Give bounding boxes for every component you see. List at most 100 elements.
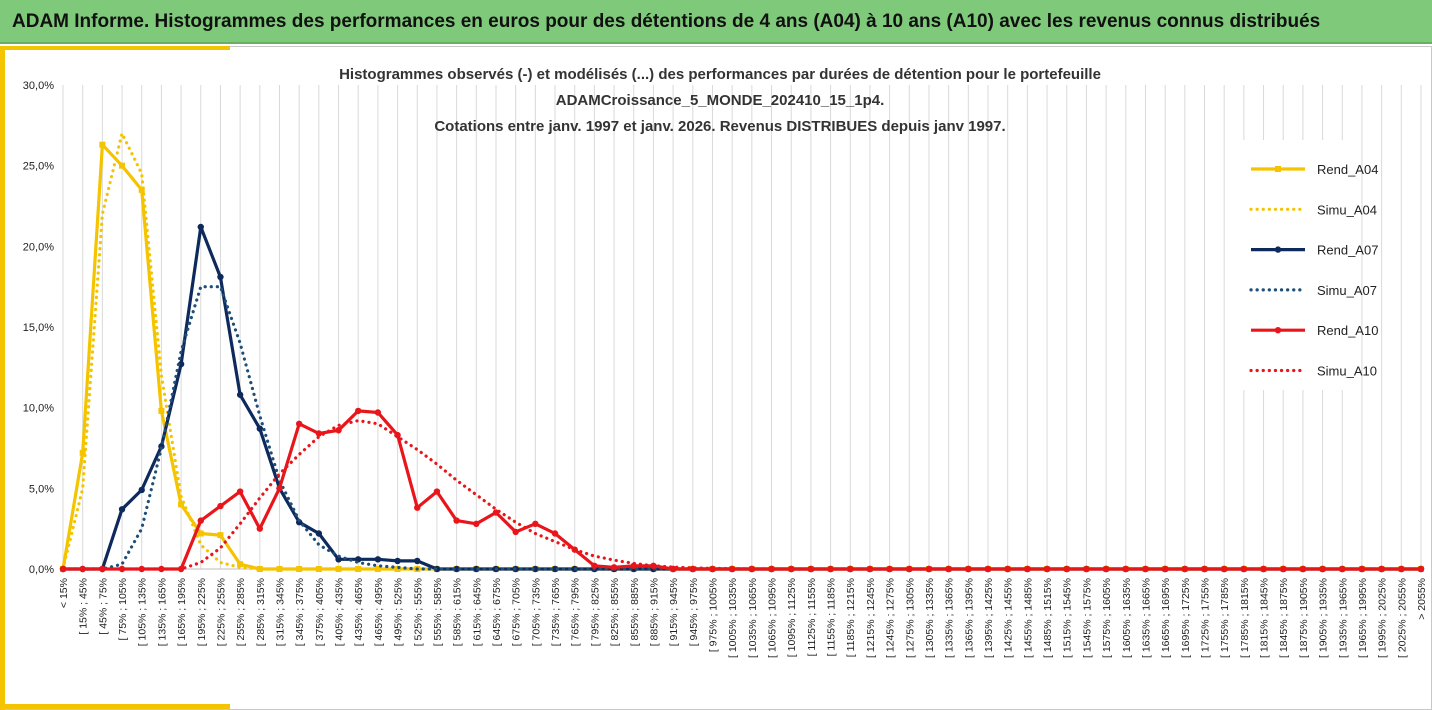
data-point-rend-a10 <box>1378 565 1385 573</box>
data-point-rend-a10 <box>1280 565 1287 573</box>
x-tick-label: [ 1395% ; 1425% <box>983 578 995 658</box>
data-point-rend-a04 <box>256 566 263 572</box>
legend-label: Rend_A07 <box>1317 243 1378 258</box>
data-point-rend-a10 <box>295 420 303 427</box>
legend-label: Rend_A04 <box>1317 162 1378 177</box>
x-tick-label: > 2055% <box>1416 578 1428 620</box>
x-tick-label: [ 615% ; 645% <box>471 578 483 646</box>
y-tick-label: 15,0% <box>23 322 54 334</box>
x-axis: < 15% [ 15% ; 45% [ 45% ; 75% [ 75% ; 105% [… <box>58 578 1428 658</box>
data-point-rend-a07 <box>217 273 224 281</box>
data-point-rend-a10 <box>256 525 264 532</box>
legend-label: Simu_A07 <box>1317 283 1377 298</box>
x-tick-label: [ 2025% ; 2055% <box>1396 578 1408 658</box>
data-point-rend-a07 <box>118 506 126 513</box>
legend: Rend_A04 Simu_A04 Rend_A07 Simu_A07 Rend_A10… <box>1232 140 1378 390</box>
x-tick-label: [ 1755% ; 1785% <box>1219 578 1231 658</box>
data-point-rend-a10 <box>768 565 775 573</box>
x-tick-label: [ 1425% ; 1455% <box>1003 578 1015 658</box>
x-tick-label: [ 135% ; 165% <box>156 578 168 646</box>
legend-marker <box>1275 166 1281 172</box>
data-point-rend-a07 <box>551 565 559 573</box>
data-point-rend-a10 <box>551 530 559 537</box>
data-point-rend-a04 <box>79 449 86 456</box>
accent-bar-bottom <box>0 704 230 709</box>
x-tick-label: [ 1965% ; 1995% <box>1357 578 1369 658</box>
data-point-rend-a04 <box>335 566 342 572</box>
data-point-rend-a10 <box>1358 565 1366 573</box>
y-tick-label: 20,0% <box>23 241 54 253</box>
data-point-rend-a04 <box>138 186 145 193</box>
legend-label: Rend_A10 <box>1317 323 1378 338</box>
x-tick-label: [ 1815% ; 1845% <box>1259 578 1271 658</box>
x-tick-label: [ 495% ; 525% <box>393 578 405 646</box>
x-tick-label: [ 1995% ; 2025% <box>1377 578 1389 658</box>
data-point-rend-a10 <box>610 564 618 571</box>
data-point-rend-a10 <box>512 528 519 536</box>
x-tick-label: [ 195% ; 225% <box>196 578 208 646</box>
series-line-simu-a07 <box>61 285 1423 571</box>
x-tick-label: [ 1635% ; 1665% <box>1140 578 1152 658</box>
x-tick-label: [ 735% ; 765% <box>550 578 562 646</box>
x-tick-label: [ 1455% ; 1485% <box>1022 578 1034 658</box>
data-point-rend-a04 <box>178 501 185 508</box>
data-point-rend-a07 <box>414 557 421 565</box>
series-lines <box>59 131 1425 573</box>
y-axis: 0,0% 5,0% 10,0% 15,0% 20,0% 25,0% 30,0% <box>23 80 54 576</box>
data-point-rend-a10 <box>236 488 244 495</box>
x-tick-label: [ 1095% ; 1125% <box>786 578 798 657</box>
x-tick-label: [ 525% ; 555% <box>412 578 424 646</box>
data-point-rend-a10 <box>118 565 126 573</box>
data-point-rend-a10 <box>414 504 421 511</box>
x-tick-label: [ 825% ; 855% <box>609 578 621 646</box>
data-point-rend-a10 <box>1181 565 1189 573</box>
data-point-rend-a04 <box>217 532 224 539</box>
x-tick-label: [ 105% ; 135% <box>137 578 149 646</box>
y-tick-label: 25,0% <box>23 161 54 173</box>
data-point-rend-a10 <box>374 409 382 416</box>
data-point-rend-a07 <box>532 565 539 573</box>
x-tick-label: [ 855% ; 885% <box>629 578 641 646</box>
x-tick-label: [ 1665% ; 1695% <box>1160 578 1172 658</box>
data-point-rend-a04 <box>355 566 362 572</box>
x-tick-label: [ 1185% ; 1215% <box>845 578 857 657</box>
data-point-rend-a10 <box>315 430 323 437</box>
chart-title-line-2: ADAMCroissance_5_MONDE_202410_15_1p4. <box>556 92 885 109</box>
data-point-rend-a04 <box>197 530 204 537</box>
data-point-rend-a10 <box>591 562 598 569</box>
data-point-rend-a07 <box>374 556 382 563</box>
x-tick-label: [ 255% ; 285% <box>235 578 247 646</box>
series-line-simu-a10 <box>61 419 1423 571</box>
data-point-rend-a10 <box>335 427 342 434</box>
data-point-rend-a10 <box>532 520 539 528</box>
x-tick-label: [ 1275% ; 1305% <box>904 578 916 658</box>
x-tick-label: [ 225% ; 255% <box>215 578 227 646</box>
data-point-rend-a10 <box>1201 565 1208 573</box>
x-tick-label: [ 1305% ; 1335% <box>924 578 936 658</box>
x-tick-label: [ 1215% ; 1245% <box>865 578 877 658</box>
x-tick-label: [ 1125% ; 1155% <box>806 578 818 656</box>
data-point-rend-a04 <box>237 561 244 568</box>
chart-title-line-1: Histogrammes observés (-) et modélisés (… <box>339 66 1101 83</box>
x-tick-label: [ 1605% ; 1635% <box>1121 578 1133 658</box>
legend-box <box>1232 140 1358 390</box>
x-tick-label: [ 1515% ; 1545% <box>1062 578 1074 658</box>
y-tick-label: 0,0% <box>29 564 54 576</box>
x-tick-label: [ 1065% ; 1095% <box>767 578 779 658</box>
x-tick-label: [ 1485% ; 1515% <box>1042 578 1054 658</box>
data-point-rend-a04 <box>276 566 283 572</box>
x-tick-label: [ 1875% ; 1905% <box>1298 578 1310 658</box>
legend-marker <box>1274 327 1282 334</box>
x-tick-label: [ 1785% ; 1815% <box>1239 578 1251 658</box>
y-tick-label: 30,0% <box>23 80 54 92</box>
data-point-rend-a07 <box>315 530 323 537</box>
data-point-rend-a10 <box>1024 565 1031 573</box>
x-tick-label: [ 435% ; 465% <box>353 578 365 646</box>
data-point-rend-a10 <box>453 517 460 524</box>
legend-label: Simu_A10 <box>1317 364 1377 379</box>
data-point-rend-a10 <box>355 407 362 415</box>
x-tick-label: [ 705% ; 735% <box>530 578 542 646</box>
chart-title-line-3: Cotations entre janv. 1997 et janv. 2026… <box>434 118 1005 135</box>
x-tick-label: [ 645% ; 675% <box>491 578 503 646</box>
data-point-rend-a10 <box>99 565 106 573</box>
